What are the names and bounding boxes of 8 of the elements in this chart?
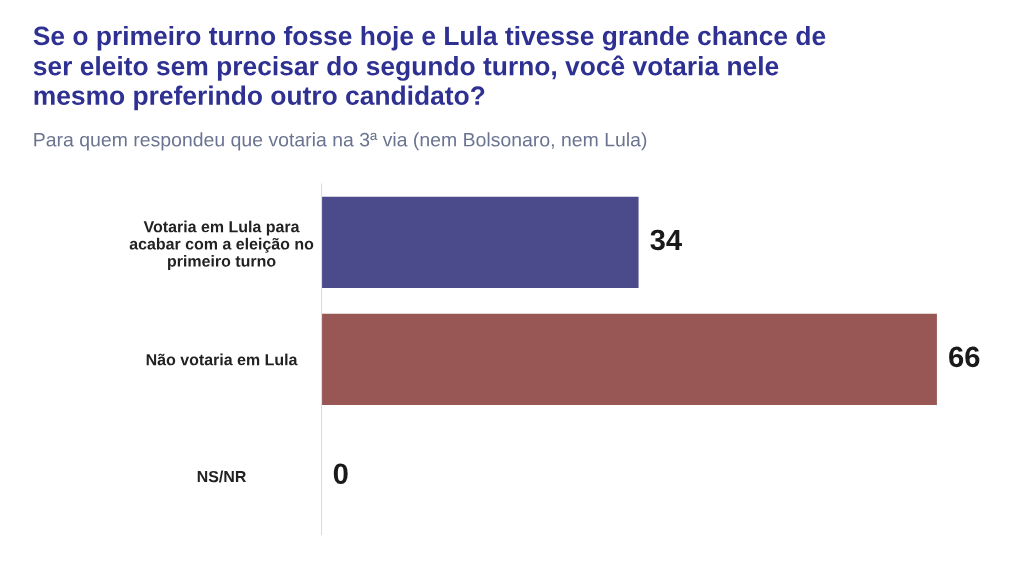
y-tick-label: NS/NR: [197, 470, 247, 483]
y-tick-label: Votaria em Lula para acabar com a eleição no primeiro turno: [129, 220, 314, 270]
data-label: 66: [949, 346, 980, 368]
chart-subtitle: Para quem respondeu que votaria na 3ª via (nem Bolsonaro, nem Lula): [34, 132, 647, 151]
y-tick-label: Não votaria em Lula: [146, 353, 298, 366]
data-label: 0: [333, 463, 348, 485]
chart-title: Se o primeiro turno fosse hoje e Lula tivesse grande chance de ser eleito sem precisar do segundo turno, você votaria nele mesmo preferindo outro candidato?: [33, 25, 826, 111]
data-label: 34: [650, 229, 682, 251]
